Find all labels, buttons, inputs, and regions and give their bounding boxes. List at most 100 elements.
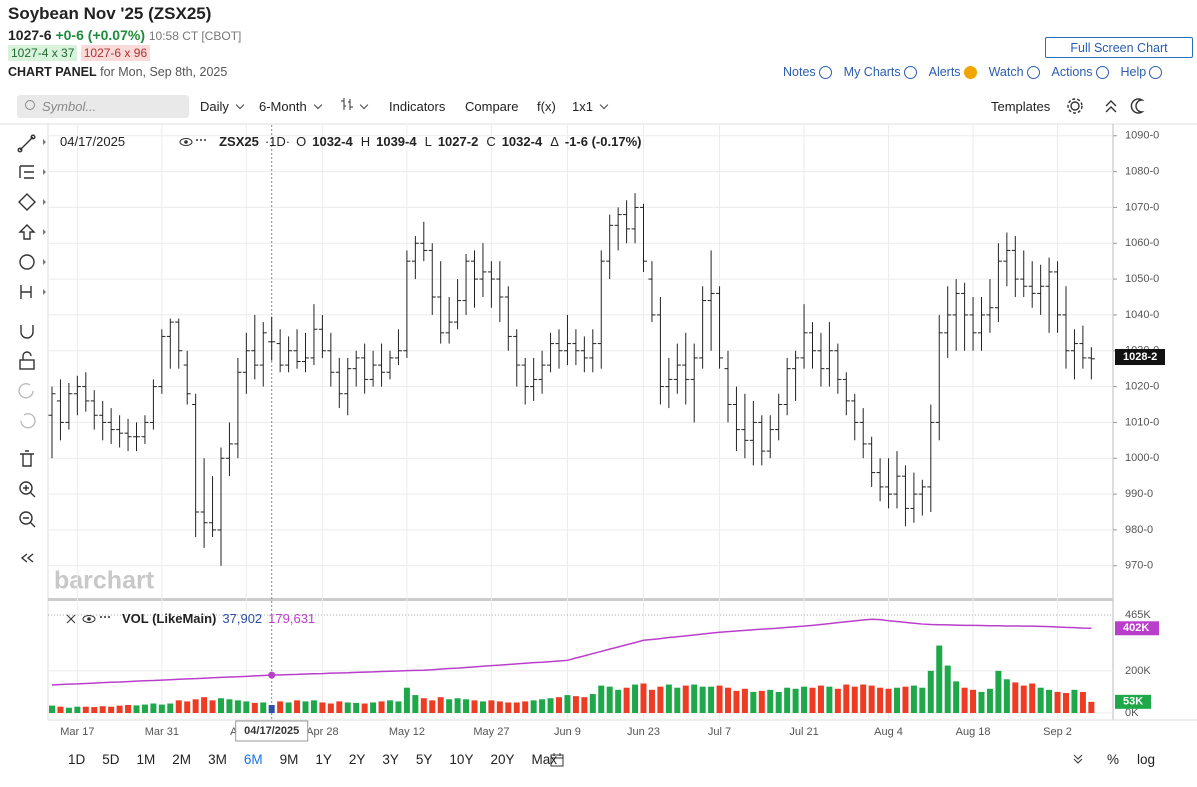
y-tick-label: 980-0 [1125, 524, 1153, 536]
volume-title: VOL (LikeMain) [122, 611, 217, 626]
collapse-icon[interactable] [1072, 753, 1084, 765]
drawing-tools[interactable] [17, 134, 36, 563]
header-action[interactable]: Watch [989, 65, 1040, 79]
full-screen-button[interactable]: Full Screen Chart [1045, 37, 1193, 58]
range-button[interactable]: 5Y [415, 752, 433, 767]
y-tick-label: 1010-0 [1125, 416, 1159, 428]
volume-bar [961, 687, 968, 713]
header-action[interactable]: Notes [783, 65, 832, 79]
header-action[interactable]: My Charts [844, 65, 917, 79]
volume-bar [1029, 683, 1036, 713]
x-tick-label: Aug 18 [956, 726, 991, 738]
volume-bar [986, 688, 993, 713]
legend-key: H [360, 134, 371, 149]
header-action[interactable]: Help [1121, 65, 1163, 79]
calendar-icon[interactable] [549, 752, 565, 768]
x-tick-label: Jun 9 [554, 726, 581, 738]
toolbar-icons[interactable] [1066, 97, 1146, 115]
volume-bar [809, 687, 816, 713]
panel-info: CHART PANEL for Mon, Sep 8th, 2025 [8, 65, 227, 79]
volume-bar [530, 700, 537, 713]
volume-bar [817, 685, 824, 713]
volume-bar [201, 697, 208, 713]
x-tick-label: Apr 28 [306, 726, 338, 738]
range-button[interactable]: 1Y [315, 752, 332, 767]
percent-toggle[interactable]: % [1107, 752, 1120, 767]
price: 1027-6 [8, 27, 52, 43]
volume-bar [648, 689, 655, 713]
volume-bar [767, 689, 774, 713]
volume-bar [691, 684, 698, 713]
period[interactable]: 6-Month [259, 99, 321, 114]
action-label: Watch [988, 65, 1024, 79]
interval[interactable]: Daily [200, 99, 243, 114]
legend-symbol: ZSX25 [219, 134, 259, 149]
header-action[interactable]: Actions [1052, 65, 1109, 79]
action-label: Actions [1051, 65, 1093, 79]
volume-bar [1054, 691, 1061, 713]
legend-value: 1039-4 [376, 134, 417, 149]
legend-icons[interactable] [179, 137, 213, 147]
bid: 1027-4 x 37 [8, 45, 78, 61]
volume-bar [927, 670, 934, 713]
layout[interactable]: 1x1 [572, 99, 607, 114]
range-button[interactable]: 5D [102, 752, 120, 767]
volume-bar [860, 684, 867, 713]
volume-bar [403, 687, 410, 713]
volume-bar [108, 706, 115, 713]
y-tick-label: 990-0 [1125, 488, 1153, 500]
ask: 1027-6 x 96 [80, 45, 151, 61]
last-price-label: 1028-2 [1123, 351, 1157, 363]
bid-ask: 1027-4 x 37 1027-6 x 96 [8, 45, 151, 61]
symbol-search[interactable]: Symbol... [17, 95, 189, 118]
action-icon [1149, 66, 1163, 79]
volume-bar [868, 685, 875, 713]
range-button[interactable]: 1M [136, 752, 156, 767]
action-icon [818, 66, 832, 79]
volume-bar [1020, 685, 1027, 713]
action-icon [963, 66, 977, 79]
quote: 1027-6 +0-6 (+0.07%) 10:58 CT [CBOT] [8, 27, 241, 43]
templates[interactable]: Templates [991, 99, 1051, 114]
volume-bar [801, 686, 808, 713]
y-tick-label: 1080-0 [1125, 165, 1159, 177]
x-tick-label: Jul 7 [708, 726, 731, 738]
volume-bar [277, 701, 284, 713]
y-tick-label: 465K [1125, 609, 1151, 621]
y-tick-label: 200K [1125, 665, 1151, 677]
volume-bar [158, 704, 165, 713]
legend-icons[interactable] [66, 614, 116, 624]
volume-bar [1079, 691, 1086, 713]
volume-bar [260, 702, 267, 713]
range-button[interactable]: 3M [208, 752, 227, 767]
legend-value: -1-6 (-0.17%) [564, 134, 642, 149]
volume-bar [479, 701, 486, 713]
volume-bar [741, 688, 748, 713]
compare[interactable]: Compare [465, 99, 519, 114]
crosshair-date: 04/17/2025 [244, 725, 299, 737]
chart-type[interactable] [341, 97, 367, 115]
volume-bar [57, 706, 64, 713]
fx[interactable]: f(x) [537, 99, 556, 114]
range-button[interactable]: 1D [68, 752, 86, 767]
range-button[interactable]: 2Y [348, 752, 366, 767]
range-button[interactable]: 10Y [449, 752, 474, 767]
range-button[interactable]: 3Y [382, 752, 399, 767]
action-icon [903, 66, 917, 79]
header-action[interactable]: Alerts [929, 65, 977, 79]
panel-separator [48, 598, 1113, 601]
volume-bar [995, 670, 1002, 713]
volume-bar [615, 689, 622, 713]
range-button[interactable]: 9M [279, 752, 299, 767]
volume-bar [1063, 692, 1069, 713]
volume-bar [446, 699, 453, 713]
range-button[interactable]: 6M [243, 752, 263, 767]
volume-bar [488, 700, 495, 713]
range-button[interactable]: 20Y [490, 752, 515, 767]
log-toggle[interactable]: log [1137, 752, 1156, 767]
volume-bar [944, 665, 951, 713]
range-button[interactable]: 2M [172, 752, 192, 767]
indicators[interactable]: Indicators [389, 99, 446, 114]
legend-key: C [486, 134, 496, 149]
volume-legend: VOL (LikeMain) 37,902 179,631 [66, 611, 315, 626]
